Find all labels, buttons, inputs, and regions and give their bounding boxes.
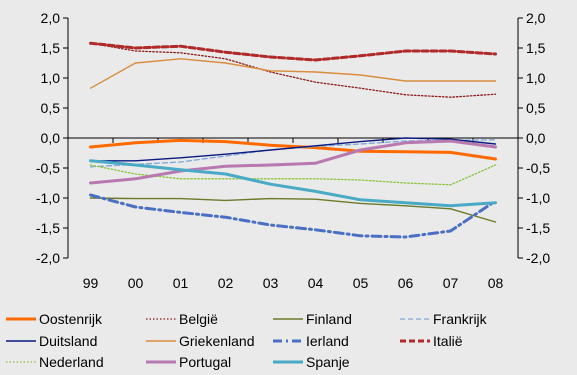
x-tick-labels: 99 00 01 02 03 04 05 06 07 08 (83, 275, 504, 291)
legend-label: België (179, 311, 218, 327)
legend-label: Italië (433, 333, 463, 349)
y-tick-label-left: 1,5 (41, 40, 61, 56)
x-tick-label: 01 (173, 275, 189, 291)
legend-label: Griekenland (179, 333, 255, 349)
x-tick-label: 06 (398, 275, 414, 291)
legend-label: Ierland (306, 333, 349, 349)
series-line-itali (89, 41, 497, 62)
series-line-griekenland (89, 58, 497, 89)
y-tick-label-right: 1,0 (526, 70, 546, 86)
legend-label: Portugal (179, 354, 231, 370)
x-tick-label: 04 (308, 275, 324, 291)
y-tick-label-left: 1,0 (41, 70, 61, 86)
y-tick-label-left: -0,5 (36, 160, 60, 176)
series-line-ierland (89, 193, 497, 239)
x-tick-label: 03 (263, 275, 279, 291)
y-tick-label-left: 0,0 (41, 130, 61, 146)
x-tick-label: 99 (83, 275, 99, 291)
y-tick-label-right: -1,0 (526, 190, 550, 206)
x-tick-label: 08 (488, 275, 504, 291)
y-tick-label-left: -1,5 (36, 220, 60, 236)
chart-series (89, 41, 497, 239)
legend-label: Frankrijk (433, 311, 488, 327)
y-tick-label-right: -0,5 (526, 160, 550, 176)
x-tick-label: 05 (353, 275, 369, 291)
legend-label: Nederland (39, 354, 104, 370)
y-tick-label-right: -1,5 (526, 220, 550, 236)
legend-label: Duitsland (39, 333, 97, 349)
legend-label: Spanje (306, 354, 350, 370)
legend-label: Finland (306, 311, 352, 327)
y-tick-label-left: -1,0 (36, 190, 60, 206)
y-tick-label-left: 2,0 (41, 10, 61, 26)
y-tick-label-left: 0,5 (41, 100, 61, 116)
y-tick-label-right: 0,5 (526, 100, 546, 116)
y-tick-label-right: 0,0 (526, 130, 546, 146)
chart-legend: Oostenrijk België Finland Frankrijk Duitslan… (6, 311, 488, 370)
series-line-finland (89, 197, 497, 223)
series-line-portugal (89, 139, 497, 185)
y-tick-label-left: -2,0 (36, 250, 60, 266)
legend-label: Oostenrijk (39, 311, 103, 327)
series-line-oostenrijk (89, 138, 497, 161)
chart-axes: 2,0 2,0 1,5 1,5 1,0 1,0 0,5 0,5 0,0 0,0 -0,5 -0,5 -1… (36, 10, 550, 266)
y-tick-label-right: 2,0 (526, 10, 546, 26)
x-tick-label: 02 (218, 275, 234, 291)
x-tick-label: 07 (443, 275, 459, 291)
series-line-spanje (89, 159, 497, 208)
y-tick-label-right: 1,5 (526, 40, 546, 56)
series-line-duitsland (89, 137, 497, 162)
series-line-belgi (89, 42, 497, 98)
x-tick-label: 00 (128, 275, 144, 291)
y-tick-label-right: -2,0 (526, 250, 550, 266)
